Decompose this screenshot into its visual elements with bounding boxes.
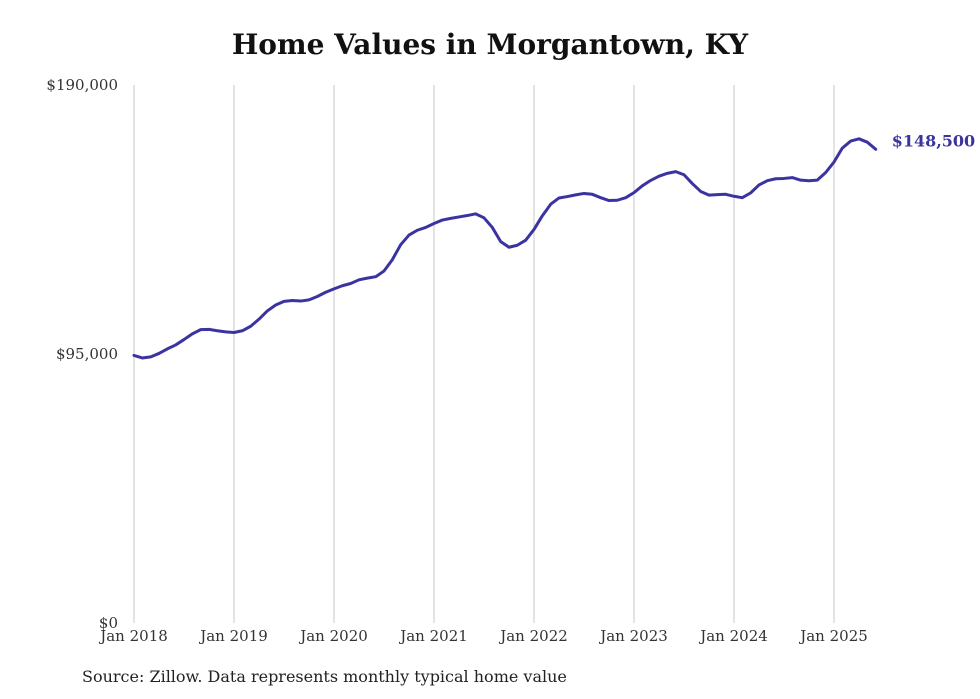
chart-title: Home Values in Morgantown, KY <box>231 28 749 61</box>
data-label-layer: $148,500 <box>892 131 976 150</box>
series-line <box>132 137 878 360</box>
y-tick-label: $190,000 <box>46 76 118 94</box>
series-layer <box>132 137 878 360</box>
gridlines <box>133 85 835 623</box>
x-tick-label: Jan 2022 <box>498 627 568 645</box>
x-tick-label: Jan 2025 <box>798 627 868 645</box>
x-tick-label: Jan 2019 <box>198 627 268 645</box>
x-tick-label: Jan 2018 <box>98 627 168 645</box>
x-tick-label: Jan 2021 <box>398 627 468 645</box>
x-tick-label: Jan 2024 <box>698 627 768 645</box>
x-tick-label: Jan 2020 <box>298 627 368 645</box>
y-axis-tick-labels: $0 $95,000 $190,000 <box>46 76 118 632</box>
x-tick-label: Jan 2023 <box>598 627 668 645</box>
y-tick-label: $95,000 <box>56 345 118 363</box>
x-axis-tick-labels: Jan 2018 Jan 2019 Jan 2020 Jan 2021 Jan 2022… <box>98 627 868 645</box>
end-value-label: $148,500 <box>892 131 976 150</box>
y-tick-label: $0 <box>99 614 118 632</box>
source-note: Source: Zillow. Data represents monthly … <box>82 667 567 686</box>
